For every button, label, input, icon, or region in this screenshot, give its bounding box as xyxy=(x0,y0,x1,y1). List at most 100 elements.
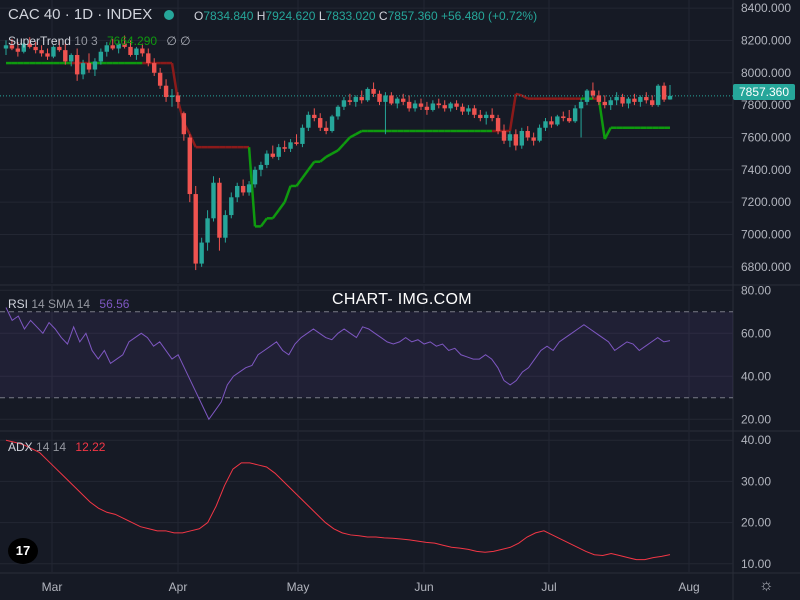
supertrend-up-segment xyxy=(597,98,607,140)
candle-body xyxy=(57,46,62,51)
candle-body xyxy=(572,108,578,122)
rsi-band-fill xyxy=(0,311,733,398)
candle-body xyxy=(602,101,607,106)
candle-body xyxy=(501,130,507,141)
candle-body xyxy=(661,85,667,100)
supertrend-up-segment xyxy=(343,136,351,145)
symbol-title[interactable]: CAC 40 · 1D · INDEX xyxy=(8,6,153,23)
candle-body xyxy=(252,169,258,185)
candle-body xyxy=(567,118,572,122)
x-tick-label: Mar xyxy=(42,580,63,594)
supertrend-up-segment xyxy=(331,149,339,155)
y-tick-label: 80.00 xyxy=(741,283,771,297)
candle-body xyxy=(116,43,121,49)
candle-body xyxy=(223,215,228,238)
supertrend-legend[interactable]: SuperTrend 10 3 7664.290 ∅ ∅ xyxy=(8,34,191,48)
candle-body xyxy=(146,53,151,64)
y-tick-label: 7800.000 xyxy=(741,98,791,112)
candle-body xyxy=(614,97,619,101)
candle-body xyxy=(596,95,602,102)
candle-body xyxy=(69,54,74,62)
candle-body xyxy=(169,95,175,98)
candle-body xyxy=(211,182,216,219)
candle-body xyxy=(98,51,104,62)
candle-body xyxy=(395,98,400,104)
supertrend-params: 10 3 xyxy=(74,34,98,48)
adx-params: 14 14 xyxy=(36,440,67,454)
rsi-params: 14 SMA 14 xyxy=(31,297,91,311)
candle-body xyxy=(549,121,554,125)
candle-body xyxy=(181,113,187,135)
hidden-value-icon: ∅ ∅ xyxy=(166,34,191,48)
candle-body xyxy=(531,137,536,141)
x-tick-label: Apr xyxy=(169,580,188,594)
y-tick-label: 7200.000 xyxy=(741,195,791,209)
candle-body xyxy=(80,63,86,75)
candle-body xyxy=(484,114,489,119)
high-label: H xyxy=(256,9,266,23)
supertrend-up-segment xyxy=(259,217,268,228)
candle-body xyxy=(412,103,418,109)
candle-body xyxy=(513,134,519,146)
candle-body xyxy=(525,130,530,138)
candle-body xyxy=(347,100,353,102)
candle-body xyxy=(478,114,483,119)
candle-body xyxy=(335,106,341,117)
settings-gear-icon[interactable]: ☼ xyxy=(759,577,774,594)
candle-body xyxy=(122,43,127,47)
supertrend-down-segment xyxy=(170,62,180,101)
candle-body xyxy=(365,88,370,101)
candle-body xyxy=(644,97,649,101)
y-tick-label: 8200.000 xyxy=(741,33,791,47)
low-value: 7833.020 xyxy=(325,9,376,23)
candle-body xyxy=(377,93,382,102)
candle-body xyxy=(270,153,275,157)
supertrend-up-segment xyxy=(603,127,612,140)
supertrend-value: 7664.290 xyxy=(106,34,158,48)
supertrend-down-segment xyxy=(515,92,523,97)
y-tick-label: 7600.000 xyxy=(741,130,791,144)
candle-body xyxy=(9,45,15,49)
supertrend-up-segment xyxy=(319,155,327,163)
candle-body xyxy=(152,63,157,73)
candle-body xyxy=(21,43,26,52)
tradingview-logo-icon[interactable]: 17 xyxy=(8,538,38,564)
market-status-icon xyxy=(164,10,174,20)
candle-body xyxy=(229,197,234,216)
supertrend-up-segment xyxy=(247,147,257,227)
y-tick-label: 30.00 xyxy=(741,474,771,488)
supertrend-up-segment xyxy=(337,143,345,152)
candle-body xyxy=(163,85,169,98)
candle-body xyxy=(199,242,204,264)
candle-body xyxy=(626,98,631,104)
y-tick-label: 8000.000 xyxy=(741,66,791,80)
candle-body xyxy=(578,101,584,109)
candle-body xyxy=(312,114,317,119)
x-tick-label: May xyxy=(287,580,310,594)
candle-body xyxy=(353,97,358,102)
candle-body xyxy=(258,164,264,170)
candle-body xyxy=(205,218,210,243)
x-tick-label: Jul xyxy=(541,580,556,594)
candle-body xyxy=(341,100,347,107)
rsi-legend[interactable]: RSI 14 SMA 14 56.56 xyxy=(8,297,129,311)
candle-body xyxy=(590,90,596,96)
candle-body xyxy=(620,97,625,104)
y-tick-label: 40.00 xyxy=(741,433,771,447)
candle-body xyxy=(45,53,50,57)
rsi-value: 56.56 xyxy=(99,297,130,311)
y-tick-label: 60.00 xyxy=(741,326,771,340)
candle-body xyxy=(86,63,92,70)
candle-body xyxy=(15,48,21,52)
candle-body xyxy=(472,108,477,115)
candle-body xyxy=(276,147,281,157)
rsi-series-line xyxy=(5,307,671,421)
candle-body xyxy=(128,46,133,55)
rsi-label: RSI xyxy=(8,297,29,311)
open-value: 7834.840 xyxy=(203,9,254,23)
adx-legend[interactable]: ADX 14 14 12.22 xyxy=(8,440,105,454)
y-tick-label: 8400.000 xyxy=(741,1,791,15)
candle-body xyxy=(555,116,560,125)
candle-body xyxy=(584,90,590,102)
